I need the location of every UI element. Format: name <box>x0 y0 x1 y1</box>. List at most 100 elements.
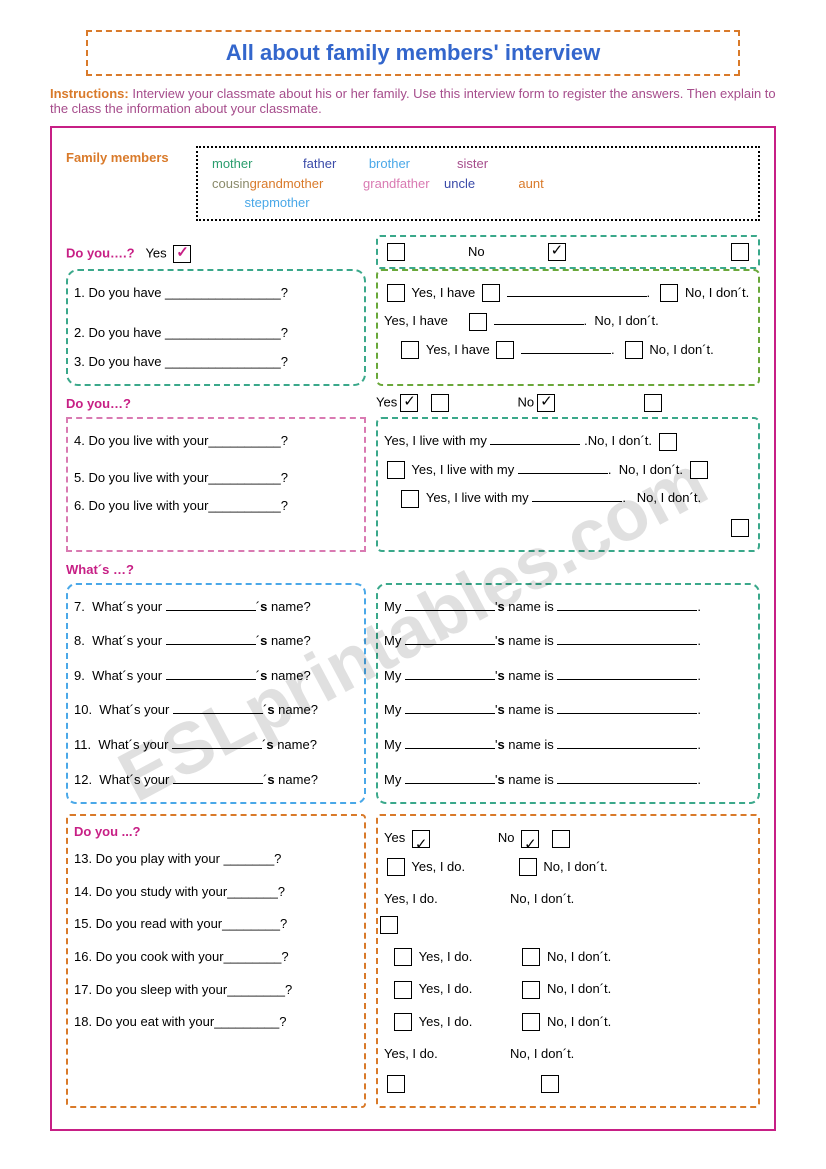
answers-box-4: Yes No Yes, I do. No, I don´t. Yes, I do… <box>376 814 760 1107</box>
a11: My 's name is . <box>384 731 752 760</box>
checkbox-icon[interactable] <box>482 284 500 302</box>
checkbox-icon[interactable] <box>394 981 412 999</box>
q9: 9. What´s your ´s name? <box>74 662 358 691</box>
family-members-label: Family members <box>66 146 196 165</box>
blank[interactable] <box>557 703 697 715</box>
checkbox-icon[interactable] <box>401 341 419 359</box>
blank[interactable] <box>166 599 256 611</box>
a-do-no: No, I don´t. <box>510 891 574 906</box>
a-no: No, I don´t. <box>594 313 658 328</box>
blank[interactable] <box>166 668 256 680</box>
word-grandmother: grandmother <box>250 176 324 191</box>
blank[interactable] <box>490 434 580 446</box>
a5: Yes, I live with my . No, I don´t. <box>384 456 752 485</box>
blank[interactable] <box>557 668 697 680</box>
checkbox-icon[interactable] <box>731 243 749 261</box>
blank[interactable] <box>557 772 697 784</box>
section3-body: 7. What´s your ´s name? 8. What´s your ´… <box>66 583 760 805</box>
q3: 3. Do you have ________________? <box>74 348 358 377</box>
checkbox-icon[interactable] <box>659 433 677 451</box>
blank[interactable] <box>172 737 262 749</box>
blank[interactable] <box>532 491 622 503</box>
checkbox-icon[interactable] <box>431 394 449 412</box>
questions-box-2: 4. Do you live with your__________? 5. D… <box>66 417 366 551</box>
q8: 8. What´s your ´s name? <box>74 627 358 656</box>
checkbox-icon[interactable] <box>387 858 405 876</box>
checkbox-icon[interactable] <box>496 341 514 359</box>
a-live-yes: Yes, I live with my <box>426 490 529 505</box>
checkbox-icon[interactable] <box>401 490 419 508</box>
questions-box-1: 1. Do you have ________________? 2. Do y… <box>66 269 366 387</box>
sec4-yes: Yes <box>384 830 405 845</box>
checkbox-icon[interactable] <box>548 243 566 261</box>
blank[interactable] <box>405 703 495 715</box>
sec1-yes: Yes <box>145 245 166 260</box>
questions-box-3: 7. What´s your ´s name? 8. What´s your ´… <box>66 583 366 805</box>
checkbox-icon[interactable] <box>400 394 418 412</box>
blank[interactable] <box>405 599 495 611</box>
checkbox-icon[interactable] <box>521 830 539 848</box>
checkbox-icon[interactable] <box>394 1013 412 1031</box>
a15: Yes, I do. No, I don´t. <box>384 943 752 972</box>
checkbox-icon[interactable] <box>522 1013 540 1031</box>
blank[interactable] <box>405 772 495 784</box>
checkbox-icon[interactable] <box>660 284 678 302</box>
a-do-no: No, I don´t. <box>547 1014 611 1029</box>
blank[interactable] <box>518 462 608 474</box>
checkbox-icon[interactable] <box>522 948 540 966</box>
blank[interactable] <box>557 634 697 646</box>
blank[interactable] <box>507 285 647 297</box>
blank[interactable] <box>405 737 495 749</box>
a2: Yes, I have . No, I don´t. <box>384 307 752 336</box>
checkbox-icon[interactable] <box>537 394 555 412</box>
a-no: No, I don´t. <box>588 433 652 448</box>
a-do-no: No, I don´t. <box>510 1046 574 1061</box>
checkbox-icon[interactable] <box>519 858 537 876</box>
checkbox-icon[interactable] <box>387 1075 405 1093</box>
checkbox-icon[interactable] <box>387 461 405 479</box>
checkbox-icon[interactable] <box>644 394 662 412</box>
checkbox-icon[interactable] <box>690 461 708 479</box>
q7: 7. What´s your ´s name? <box>74 593 358 622</box>
blank[interactable] <box>166 634 256 646</box>
section4: Do you ...? 13. Do you play with your __… <box>66 814 760 1107</box>
checkbox-icon[interactable] <box>387 284 405 302</box>
checkbox-icon[interactable] <box>625 341 643 359</box>
blank[interactable] <box>173 703 263 715</box>
sec1-no: No <box>468 244 485 259</box>
q12: 12. What´s your ´s name? <box>74 766 358 795</box>
a-do-yes: Yes, I do. <box>384 1046 438 1061</box>
word-sister: sister <box>457 156 488 171</box>
blank[interactable] <box>405 668 495 680</box>
q17: 17. Do you sleep with your________? <box>74 976 358 1005</box>
checkbox-icon[interactable] <box>387 243 405 261</box>
q13: 13. Do you play with your _______? <box>74 845 358 874</box>
a-do-yes: Yes, I do. <box>411 859 465 874</box>
blank[interactable] <box>521 342 611 354</box>
checkbox-icon[interactable] <box>469 313 487 331</box>
blank[interactable] <box>405 634 495 646</box>
checkbox-icon[interactable] <box>380 916 398 934</box>
checkbox-icon[interactable] <box>731 519 749 537</box>
a7: My 's name is . <box>384 593 752 622</box>
blank[interactable] <box>557 737 697 749</box>
blank[interactable] <box>494 313 584 325</box>
a-do-no: No, I don´t. <box>543 859 607 874</box>
questions-box-4: Do you ...? 13. Do you play with your __… <box>66 814 366 1107</box>
q18: 18. Do you eat with your_________? <box>74 1008 358 1037</box>
section1-body: 1. Do you have ________________? 2. Do y… <box>66 269 760 387</box>
blank[interactable] <box>173 772 263 784</box>
instructions: Instructions: Interview your classmate a… <box>50 86 776 116</box>
checkbox-icon[interactable] <box>412 830 430 848</box>
checkbox-icon[interactable] <box>173 245 191 263</box>
q1: 1. Do you have ________________? <box>74 279 358 308</box>
a17: Yes, I do. No, I don´t. <box>384 1008 752 1037</box>
a-do-no: No, I don´t. <box>547 981 611 996</box>
blank[interactable] <box>557 599 697 611</box>
checkbox-icon[interactable] <box>394 948 412 966</box>
a-live-yes: Yes, I live with my <box>411 462 514 477</box>
a6: Yes, I live with my . No, I don´t. <box>384 484 752 513</box>
checkbox-icon[interactable] <box>522 981 540 999</box>
checkbox-icon[interactable] <box>552 830 570 848</box>
checkbox-icon[interactable] <box>541 1075 559 1093</box>
